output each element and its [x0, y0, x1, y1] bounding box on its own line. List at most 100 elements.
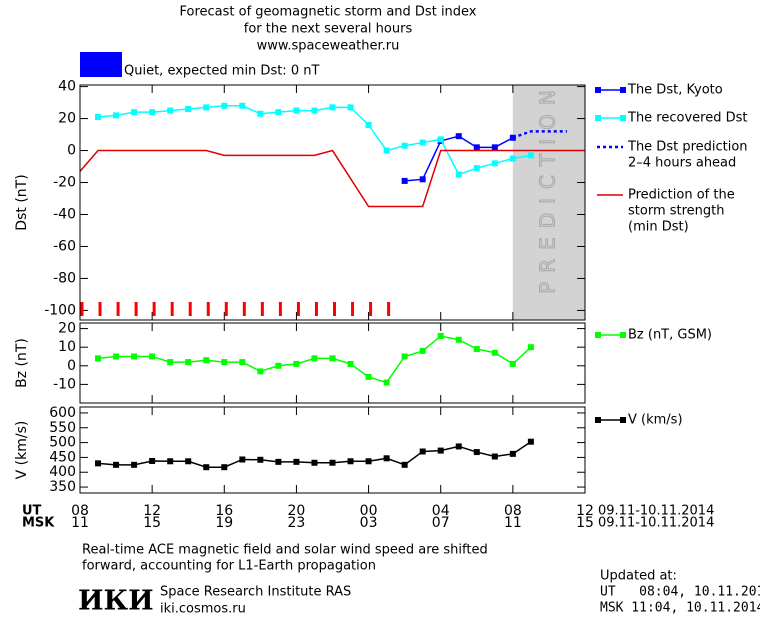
- data-point: [455, 336, 462, 343]
- footnote: forward, accounting for L1-Earth propaga…: [82, 559, 376, 574]
- logo: ИКИ: [78, 586, 154, 617]
- y-axis-label: Dst (nT): [14, 174, 30, 230]
- data-point: [419, 139, 426, 146]
- data-point: [329, 459, 336, 466]
- data-point: [113, 461, 120, 468]
- data-point: [365, 121, 372, 128]
- x-row-label: UT: [22, 504, 42, 519]
- data-point: [203, 357, 210, 364]
- data-point: [401, 177, 408, 184]
- legend-label: Prediction of the: [628, 188, 735, 203]
- data-point: [329, 104, 336, 111]
- data-point: [437, 447, 444, 454]
- data-point: [275, 362, 282, 369]
- legend-point: [620, 115, 626, 121]
- data-point: [131, 461, 138, 468]
- data-point: [419, 176, 426, 183]
- data-point: [95, 460, 102, 467]
- y-tick-label: -80: [53, 270, 76, 286]
- data-point: [239, 102, 246, 109]
- data-point: [329, 355, 336, 362]
- legend-point: [595, 332, 601, 338]
- data-point: [257, 456, 264, 463]
- x-row-date: 09.11-10.11.2014: [598, 504, 714, 519]
- x-tick-label: 15: [576, 515, 594, 531]
- data-point: [149, 457, 156, 464]
- x-tick-label: 19: [215, 515, 233, 531]
- data-point: [491, 160, 498, 167]
- updated-line: MSK 11:04, 10.11.2014: [600, 601, 760, 616]
- data-point: [167, 107, 174, 114]
- x-tick-label: 04: [432, 503, 450, 519]
- legend-label: 2–4 hours ahead: [628, 156, 736, 171]
- data-point: [149, 353, 156, 360]
- data-point: [365, 373, 372, 380]
- y-tick-label: -40: [53, 206, 76, 222]
- x-tick-label: 08: [71, 503, 89, 519]
- data-point: [419, 448, 426, 455]
- y-tick-label: -20: [53, 175, 76, 191]
- data-point: [473, 346, 480, 353]
- legend-point: [595, 115, 601, 121]
- x-tick-label: 00: [360, 503, 378, 519]
- y-tick-label: 0: [67, 358, 76, 374]
- title: www.spaceweather.ru: [257, 39, 400, 54]
- data-point: [491, 349, 498, 356]
- data-point: [221, 464, 228, 471]
- data-point: [347, 458, 354, 465]
- x-tick-label: 12: [143, 503, 161, 519]
- prediction-shade: [512, 85, 585, 320]
- y-tick-label: -10: [53, 376, 76, 392]
- data-point: [239, 456, 246, 463]
- data-point: [185, 458, 192, 465]
- y-tick-label: 40: [58, 79, 76, 95]
- data-point: [203, 104, 210, 111]
- y-tick-label: -60: [53, 238, 76, 254]
- data-point: [347, 104, 354, 111]
- data-point: [131, 353, 138, 360]
- y-tick-label: 0: [67, 143, 76, 159]
- data-point: [401, 461, 408, 468]
- data-point: [113, 112, 120, 119]
- y-tick-label: 550: [49, 420, 76, 436]
- legend-label: (min Dst): [628, 220, 689, 235]
- data-point: [527, 438, 534, 445]
- data-point: [167, 359, 174, 366]
- y-axis-label: Bz (nT): [14, 338, 30, 388]
- data-point: [311, 355, 318, 362]
- legend-label: storm strength: [628, 204, 725, 219]
- data-point: [257, 110, 264, 117]
- y-tick-label: 350: [49, 479, 76, 495]
- data-point: [95, 113, 102, 120]
- x-tick-label: 15: [143, 515, 161, 531]
- data-point: [527, 152, 534, 159]
- data-point: [167, 458, 174, 465]
- data-point: [239, 359, 246, 366]
- data-point: [95, 355, 102, 362]
- y-tick-label: 400: [49, 464, 76, 480]
- x-tick-label: 16: [215, 503, 233, 519]
- plot-frame: [79, 406, 586, 494]
- y-tick-label: 500: [49, 435, 76, 451]
- footnote: Real-time ACE magnetic field and solar w…: [82, 543, 488, 558]
- y-tick-label: 20: [58, 321, 76, 337]
- data-point: [275, 109, 282, 116]
- y-tick-label: 600: [49, 405, 76, 421]
- data-point: [203, 464, 210, 471]
- data-point: [383, 455, 390, 462]
- data-point: [311, 459, 318, 466]
- legend-label: The Dst prediction: [627, 140, 748, 155]
- legend-label: The recovered Dst: [627, 111, 747, 126]
- data-point: [455, 133, 462, 140]
- data-point: [401, 353, 408, 360]
- x-tick-label: 11: [71, 515, 89, 531]
- legend-point: [620, 332, 626, 338]
- data-point: [383, 147, 390, 154]
- x-tick-label: 03: [360, 515, 378, 531]
- y-tick-label: 10: [58, 339, 76, 355]
- plot-frame: [79, 84, 586, 321]
- x-tick-label: 23: [288, 515, 306, 531]
- prediction-label: PREDICTION: [535, 81, 559, 294]
- y-tick-label: 450: [49, 449, 76, 465]
